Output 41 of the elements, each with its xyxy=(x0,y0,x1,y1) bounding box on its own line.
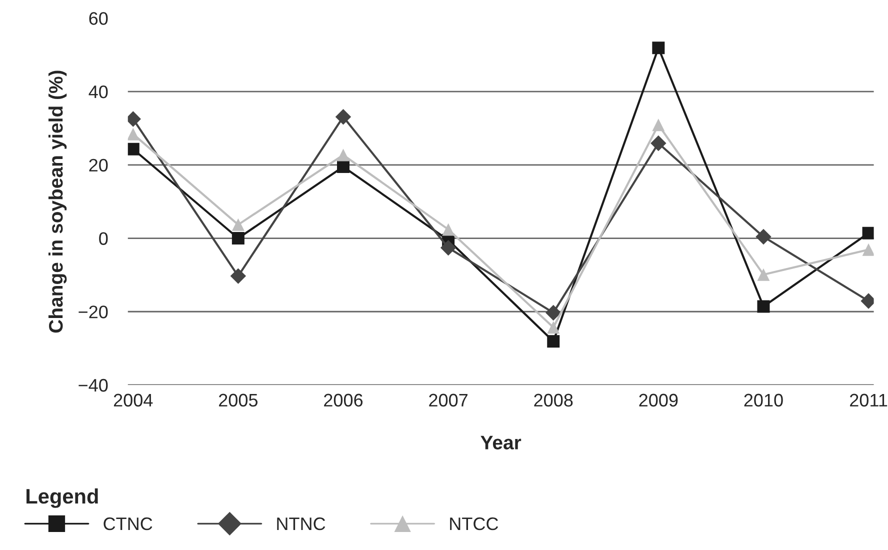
point xyxy=(650,135,666,152)
x-tick-label: 2008 xyxy=(534,394,573,407)
legend-label: NTCC xyxy=(450,517,498,530)
x-axis-title: Year xyxy=(480,436,522,450)
point xyxy=(442,223,455,236)
point xyxy=(547,321,560,334)
point xyxy=(230,268,246,284)
point xyxy=(652,118,665,132)
legend-title: Legend xyxy=(26,488,98,508)
point xyxy=(862,226,874,240)
x-tick-label: 2004 xyxy=(114,394,153,407)
point xyxy=(757,300,770,313)
point xyxy=(232,218,244,231)
y-tick-label: −20 xyxy=(78,306,108,318)
x-tick-label: 2009 xyxy=(639,394,678,407)
point xyxy=(546,304,562,321)
point xyxy=(335,108,352,125)
y-tick-label: −40 xyxy=(78,378,108,392)
point xyxy=(128,142,140,156)
y-tick-label: 40 xyxy=(88,85,108,98)
point xyxy=(232,232,244,245)
point xyxy=(336,148,350,162)
x-tick-label: 2011 xyxy=(850,394,888,407)
x-tick-label: 2007 xyxy=(429,394,468,407)
point xyxy=(862,243,874,256)
point xyxy=(128,128,140,140)
point xyxy=(652,42,665,54)
point xyxy=(757,268,770,281)
x-tick-label: 2010 xyxy=(744,394,783,407)
point xyxy=(756,228,772,245)
y-axis-title: Change in soybean yield (%) xyxy=(48,70,67,333)
y-tick-label: 20 xyxy=(89,158,108,172)
point xyxy=(440,240,456,256)
y-tick-label: 0 xyxy=(99,232,108,245)
legend-label: NTNC xyxy=(277,517,326,530)
y-tick-label: 60 xyxy=(89,12,108,25)
legend-label: CTNC xyxy=(104,517,152,530)
x-tick-label: 2005 xyxy=(219,394,258,407)
point xyxy=(547,335,560,348)
point xyxy=(336,160,350,173)
x-tick-label: 2006 xyxy=(324,394,363,407)
